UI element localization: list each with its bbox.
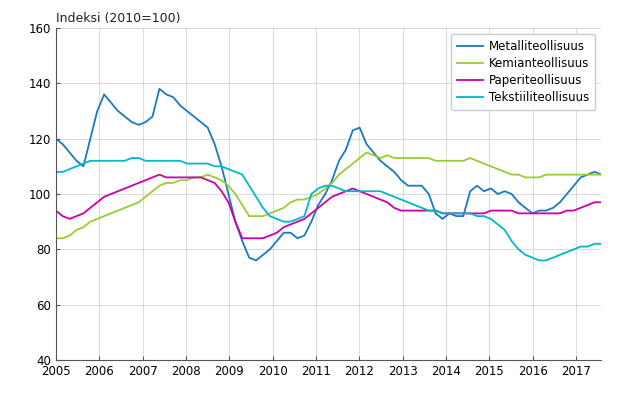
Line: Paperiteollisuus: Paperiteollisuus xyxy=(56,175,601,238)
Tekstiiliteollisuus xyxy=(52,170,60,174)
Kemianteollisuus xyxy=(391,156,398,160)
Line: Tekstiiliteollisuus: Tekstiiliteollisuus xyxy=(56,158,601,260)
Metalliteollisuus xyxy=(52,136,60,141)
Line: Metalliteollisuus: Metalliteollisuus xyxy=(56,89,601,260)
Tekstiiliteollisuus xyxy=(432,208,440,213)
Paperiteollisuus xyxy=(598,200,605,205)
Paperiteollisuus xyxy=(239,236,246,241)
Kemianteollisuus xyxy=(542,172,550,177)
Metalliteollisuus xyxy=(252,258,260,263)
Metalliteollisuus xyxy=(397,178,405,182)
Paperiteollisuus xyxy=(52,208,60,213)
Metalliteollisuus xyxy=(418,183,425,188)
Kemianteollisuus xyxy=(384,153,391,158)
Paperiteollisuus xyxy=(156,172,163,177)
Tekstiiliteollisuus xyxy=(301,214,308,218)
Kemianteollisuus xyxy=(598,172,605,177)
Tekstiiliteollisuus xyxy=(411,203,418,208)
Tekstiiliteollisuus xyxy=(536,258,543,263)
Paperiteollisuus xyxy=(439,211,446,216)
Kemianteollisuus xyxy=(363,150,370,155)
Metalliteollisuus xyxy=(156,86,163,91)
Kemianteollisuus xyxy=(432,158,440,163)
Metalliteollisuus xyxy=(439,216,446,221)
Metalliteollisuus xyxy=(391,170,398,174)
Paperiteollisuus xyxy=(397,208,405,213)
Text: Indeksi (2010=100): Indeksi (2010=100) xyxy=(56,12,180,26)
Kemianteollisuus xyxy=(411,156,418,160)
Paperiteollisuus xyxy=(391,206,398,210)
Paperiteollisuus xyxy=(418,208,425,213)
Tekstiiliteollisuus xyxy=(128,156,136,160)
Metalliteollisuus xyxy=(549,206,557,210)
Paperiteollisuus xyxy=(308,211,315,216)
Tekstiiliteollisuus xyxy=(549,255,557,260)
Metalliteollisuus xyxy=(308,219,315,224)
Tekstiiliteollisuus xyxy=(598,241,605,246)
Tekstiiliteollisuus xyxy=(391,194,398,199)
Paperiteollisuus xyxy=(549,211,557,216)
Line: Kemianteollisuus: Kemianteollisuus xyxy=(56,152,601,238)
Metalliteollisuus xyxy=(598,172,605,177)
Legend: Metalliteollisuus, Kemianteollisuus, Paperiteollisuus, Tekstiiliteollisuus: Metalliteollisuus, Kemianteollisuus, Pap… xyxy=(451,34,595,110)
Kemianteollisuus xyxy=(294,197,301,202)
Tekstiiliteollisuus xyxy=(384,192,391,196)
Kemianteollisuus xyxy=(52,236,60,241)
